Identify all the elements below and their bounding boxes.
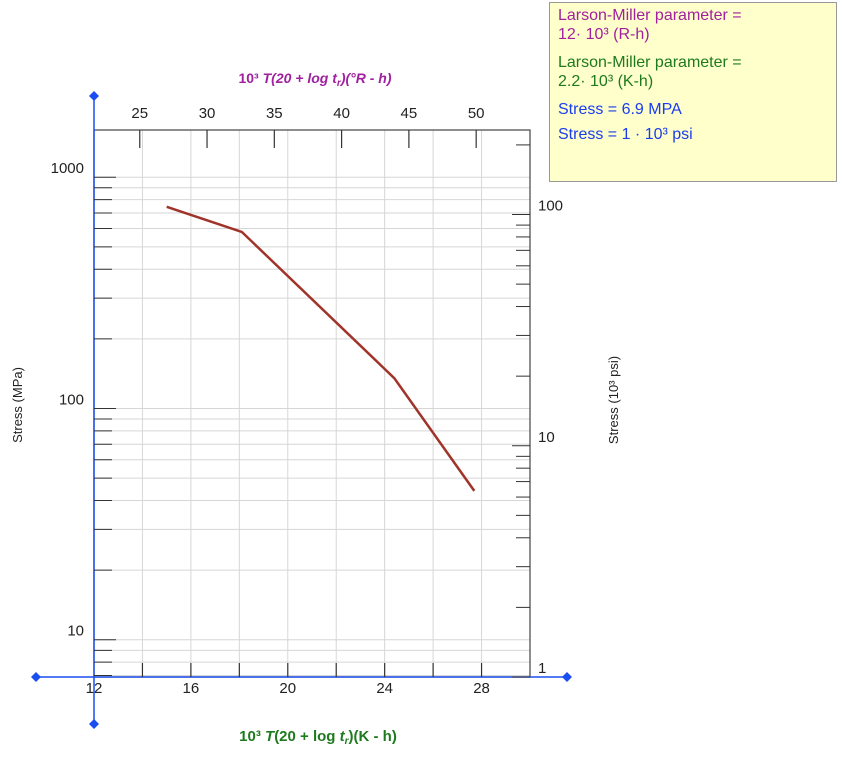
top-x-axis-title: 10³ T(20 + log tr)(°R - h): [238, 70, 391, 89]
axis-handle: [89, 91, 99, 101]
bottom-x-tick-label: 28: [473, 680, 490, 697]
bottom-x-axis-title: 10³ T(20 + log tr)(K - h): [239, 728, 397, 747]
left-y-tick-label: 10: [67, 623, 84, 640]
right-y-tick-label: 10: [538, 429, 555, 446]
axes: [31, 91, 572, 729]
lm-rankine-label: Larson-Miller parameter =: [558, 7, 742, 24]
axis-handle: [562, 672, 572, 682]
left-y-tick-label: 100: [59, 391, 84, 408]
left-y-tick-label: 1000: [51, 160, 84, 177]
bottom-x-tick-label: 16: [183, 680, 200, 697]
series: [166, 205, 476, 492]
stress-mpa-readout: Stress = 6.9 MPA: [558, 101, 682, 118]
bottom-x-tick-label: 24: [376, 680, 393, 697]
top-x-tick-label: 35: [266, 105, 283, 122]
stress-psi-readout: Stress = 1 · 10³ psi: [558, 126, 693, 143]
grid: [94, 130, 530, 677]
lm-rankine-value: 12· 10³ (R-h): [558, 26, 650, 43]
top-x-tick-label: 30: [199, 105, 216, 122]
right-y-tick-label: 1: [538, 660, 546, 677]
bottom-x-tick-label: 12: [86, 680, 103, 697]
top-x-tick-label: 25: [131, 105, 148, 122]
bottom-x-tick-label: 20: [279, 680, 296, 697]
tick-labels: 10 100 1000 1 10 100 12 16 20 24 28 25 30 35 40 45 50: [51, 105, 563, 697]
ticks: [94, 130, 530, 678]
left-y-axis-title: Stress (MPa): [10, 367, 25, 443]
axis-handle: [89, 719, 99, 729]
right-y-axis-title: Stress (10³ psi): [606, 356, 621, 444]
lm-kelvin-label: Larson-Miller parameter =: [558, 54, 742, 71]
plot-frame: [93, 129, 531, 678]
top-x-tick-label: 50: [468, 105, 485, 122]
lm-kelvin-value: 2.2· 10³ (K-h): [558, 73, 654, 90]
axis-handle: [31, 672, 41, 682]
stress-curve-line: [166, 205, 476, 492]
right-y-tick-label: 100: [538, 198, 563, 215]
top-x-tick-label: 45: [401, 105, 418, 122]
info-box[interactable]: Larson-Miller parameter = 12· 10³ (R-h) …: [549, 2, 837, 182]
top-x-tick-label: 40: [333, 105, 350, 122]
